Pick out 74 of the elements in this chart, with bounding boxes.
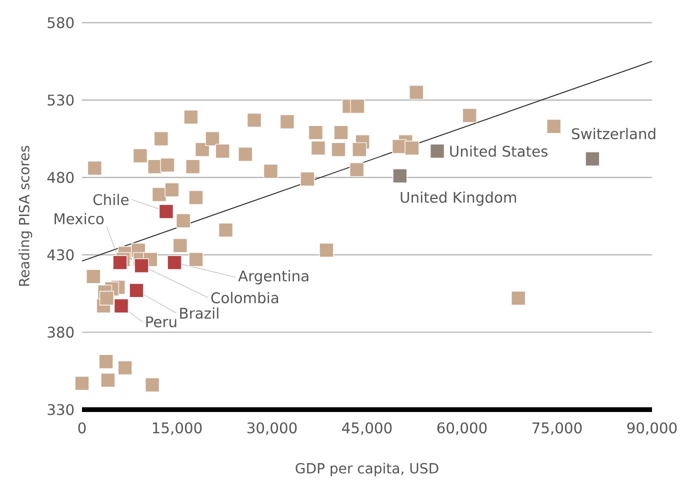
- point: [160, 158, 175, 173]
- point: [280, 114, 294, 130]
- point: [184, 110, 198, 125]
- point: [152, 187, 167, 202]
- point: [263, 164, 278, 179]
- point: [100, 373, 116, 388]
- point: [164, 182, 180, 198]
- point: [186, 160, 200, 174]
- point: [172, 238, 188, 254]
- point: [118, 360, 132, 376]
- point: [310, 140, 326, 156]
- point: [167, 255, 182, 270]
- point: [87, 161, 102, 176]
- point: [133, 148, 148, 164]
- point: [114, 298, 129, 314]
- point: [154, 132, 168, 146]
- y-tick-label: 580: [48, 17, 74, 28]
- y-tick-label: 480: [47, 172, 74, 184]
- point: [511, 291, 526, 306]
- point: [129, 283, 144, 298]
- point: [334, 125, 348, 140]
- point: [145, 378, 160, 392]
- point: [409, 85, 424, 100]
- point: [74, 376, 90, 391]
- y-tick-label: 430: [47, 249, 74, 261]
- point: [218, 222, 234, 238]
- point: [86, 269, 101, 284]
- point: [404, 140, 420, 156]
- point: [195, 142, 210, 158]
- point: [188, 252, 204, 267]
- point: [300, 172, 315, 186]
- point: [585, 152, 600, 166]
- y-tick-label: 530: [48, 94, 74, 106]
- point: [319, 243, 334, 258]
- annotation: Colombia: [211, 292, 278, 304]
- point: [247, 113, 262, 128]
- point: [238, 147, 253, 162]
- annotation: Chile: [93, 194, 129, 206]
- point: [99, 291, 114, 306]
- annotation: Switzerland: [572, 128, 656, 140]
- point: [352, 142, 367, 158]
- y-axis-title: Reading PISA scores: [18, 146, 32, 286]
- point: [331, 142, 346, 158]
- annotation: United Kingdom: [400, 192, 516, 206]
- annotation: Argentina: [238, 270, 308, 285]
- point: [188, 190, 204, 206]
- point: [205, 132, 220, 146]
- point: [215, 144, 230, 159]
- point: [350, 162, 364, 178]
- annotation: Brazil: [180, 308, 218, 319]
- point: [134, 258, 149, 274]
- x-tick-label: 75,000: [532, 422, 582, 436]
- x-tick-label: 90,000: [627, 422, 677, 436]
- x-axis-title: GDP per capita, USD: [296, 462, 438, 476]
- x-tick-label: 30,000: [247, 422, 297, 436]
- x-tick-label: 60,000: [437, 422, 487, 436]
- point: [98, 354, 114, 370]
- point: [392, 168, 408, 184]
- point: [308, 125, 323, 140]
- y-tick-label: 330: [48, 404, 74, 416]
- x-tick-label: 15,000: [152, 422, 202, 436]
- annotation: United States: [450, 146, 548, 157]
- x-tick-label: 45,000: [342, 422, 392, 436]
- annotation: Mexico: [54, 213, 104, 224]
- y-tick-label: 380: [48, 326, 74, 338]
- annotation: Peru: [146, 316, 176, 328]
- point: [176, 214, 191, 228]
- point: [430, 144, 445, 159]
- point: [158, 204, 174, 219]
- point: [350, 99, 365, 114]
- point: [112, 255, 128, 270]
- point: [462, 108, 477, 123]
- point: [546, 119, 562, 134]
- x-tick-label: 0: [78, 422, 86, 434]
